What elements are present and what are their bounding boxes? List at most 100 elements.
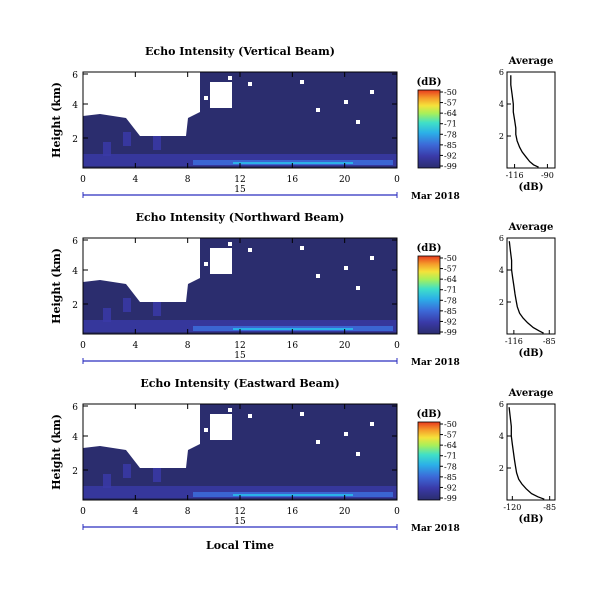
no-data-cell [356,286,360,290]
colorbar-tick-label: -92 [444,151,457,160]
no-data-region [83,72,200,136]
x-tick-label: 20 [339,507,351,517]
x-tick-label: 12 [234,175,245,185]
no-data-cell [356,452,360,456]
no-data-cell [118,90,122,94]
y-axis-label: Height (km) [50,82,63,158]
y-tick-label: 2 [72,467,78,477]
no-data-cell [96,76,100,80]
average-title: Average [508,222,554,233]
no-data-cell [248,82,252,86]
date-label: Mar 2018 [411,524,460,534]
no-data-cell [300,412,304,416]
y-tick-label: 4 [72,101,78,111]
day-label: 15 [234,517,246,527]
no-data-region [210,82,232,108]
x-tick-label: 0 [80,507,86,517]
colorbar-tick-label: -64 [444,109,457,118]
colorbar-tick-label: -50 [444,254,457,263]
average-x-tick-label: -85 [543,337,556,346]
echo-patch [103,142,111,156]
average-y-tick-label: 4 [499,100,504,109]
colorbar-tick-label: -71 [444,286,457,295]
x-tick-label: 20 [339,341,351,351]
x-tick-label: 4 [132,175,138,185]
y-tick-label: 4 [72,433,78,443]
no-data-cell [160,296,164,300]
average-title: Average [508,56,554,67]
date-label: Mar 2018 [411,192,460,202]
x-tick-label: 8 [185,507,191,517]
colorbar-tick-label: -78 [444,462,457,471]
colorbar-tick-label: -99 [444,162,457,171]
y-tick-label: 6 [72,71,78,81]
x-tick-label: 16 [287,175,299,185]
panels-layer: Echo Intensity (Vertical Beam) 6 4 2 Height … [50,45,556,534]
average-x-tick-label: -120 [503,503,521,512]
y-tick-label: 6 [72,403,78,413]
echo-patch [123,464,131,478]
no-data-cell [248,414,252,418]
no-data-cell [118,256,122,260]
panel-1: Echo Intensity (Vertical Beam) 6 4 2 Height … [50,45,556,202]
echo-band [233,494,353,496]
average-x-tick-label: -116 [505,337,523,346]
panel-title: Echo Intensity (Northward Beam) [136,211,345,224]
y-tick-label: 6 [72,237,78,247]
average-frame [506,237,556,335]
no-data-cell [204,428,208,432]
average-y-tick-label: 2 [499,132,504,141]
average-x-label: (dB) [519,514,544,525]
colorbar-tick-label: -92 [444,483,457,492]
x-tick-label: 0 [394,341,400,351]
panel-title: Echo Intensity (Vertical Beam) [145,45,335,58]
y-tick-label: 4 [72,267,78,277]
echo-patch [123,132,131,146]
no-data-cell [118,422,122,426]
colorbar [417,89,441,169]
y-tick-label: 2 [72,301,78,311]
average-profile-line [508,241,544,334]
colorbar-unit: (dB) [417,77,442,88]
no-data-cell [300,80,304,84]
average-x-tick-label: -85 [543,503,556,512]
average-title: Average [508,388,554,399]
no-data-cell [228,76,232,80]
day-label: 15 [234,351,246,361]
echo-patch [153,468,161,482]
no-data-cell [228,408,232,412]
no-data-cell [300,246,304,250]
colorbar-tick-label: -85 [444,307,457,316]
no-data-cell [192,270,196,274]
no-data-region [90,262,110,270]
date-label: Mar 2018 [411,358,460,368]
colorbar-unit: (dB) [417,243,442,254]
no-data-region [210,414,232,440]
colorbar-tick-label: -99 [444,494,457,503]
y-axis-label: Height (km) [50,248,63,324]
no-data-cell [96,242,100,246]
average-y-tick-label: 6 [499,68,504,77]
x-tick-label: 0 [394,175,400,185]
no-data-cell [344,432,348,436]
average-y-tick-label: 6 [499,234,504,243]
x-tick-label: 0 [80,341,86,351]
no-data-cell [370,422,374,426]
colorbar-tick-label: -57 [444,431,457,440]
y-tick-label: 2 [72,135,78,145]
colorbar-tick-label: -99 [444,328,457,337]
no-data-cell [204,96,208,100]
echo-band [233,162,353,164]
no-data-cell [204,262,208,266]
colorbar [417,421,441,501]
colorbar-tick-label: -92 [444,317,457,326]
no-data-cell [356,120,360,124]
echo-patch [153,302,161,316]
no-data-cell [96,408,100,412]
no-data-region [83,238,200,302]
no-data-cell [316,440,320,444]
no-data-cell [160,462,164,466]
no-data-cell [248,248,252,252]
no-data-cell [192,436,196,440]
echo-patch [103,308,111,322]
